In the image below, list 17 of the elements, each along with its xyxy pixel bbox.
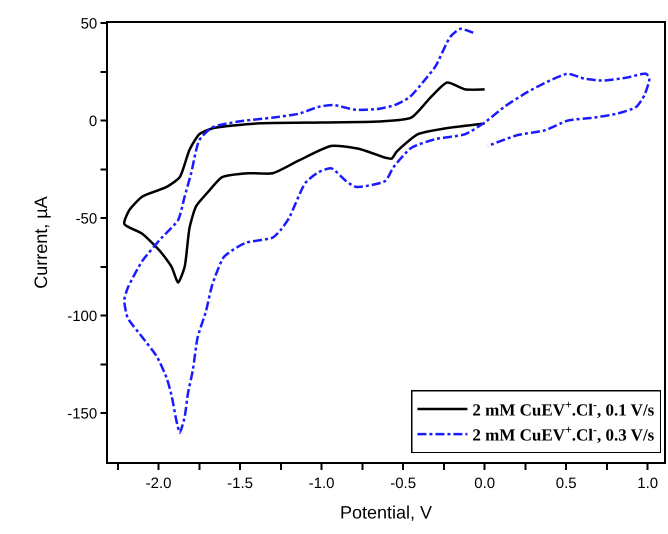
x-tick-label: -1.0 xyxy=(308,474,335,492)
line-series xyxy=(123,81,486,284)
x-tick-label: -1.5 xyxy=(227,474,253,492)
x-tick-label: 1.0 xyxy=(637,474,658,492)
x-tick-label: 0.0 xyxy=(474,474,496,492)
y-tick-label: -150 xyxy=(67,405,98,422)
y-tick-label: 50 xyxy=(80,15,98,32)
y-tick-label: -50 xyxy=(76,210,98,228)
y-tick-label: -100 xyxy=(67,308,98,325)
x-tick-label: 0.5 xyxy=(556,474,577,492)
y-tick-label: 0 xyxy=(88,112,98,130)
legend-label: 2 mM CuEV$^{+}$.Cl$^{-}$, 0.3 V/s xyxy=(472,422,655,445)
y-axis-title: Current, µA xyxy=(30,196,51,289)
x-tick-label: -2.0 xyxy=(146,474,172,492)
legend-label: 2 mM CuEV$^{+}$.Cl$^{-}$, 0.1 V/s xyxy=(472,397,655,420)
x-axis-title: Potential, V xyxy=(340,502,432,522)
x-tick-label: -0.5 xyxy=(390,474,416,492)
